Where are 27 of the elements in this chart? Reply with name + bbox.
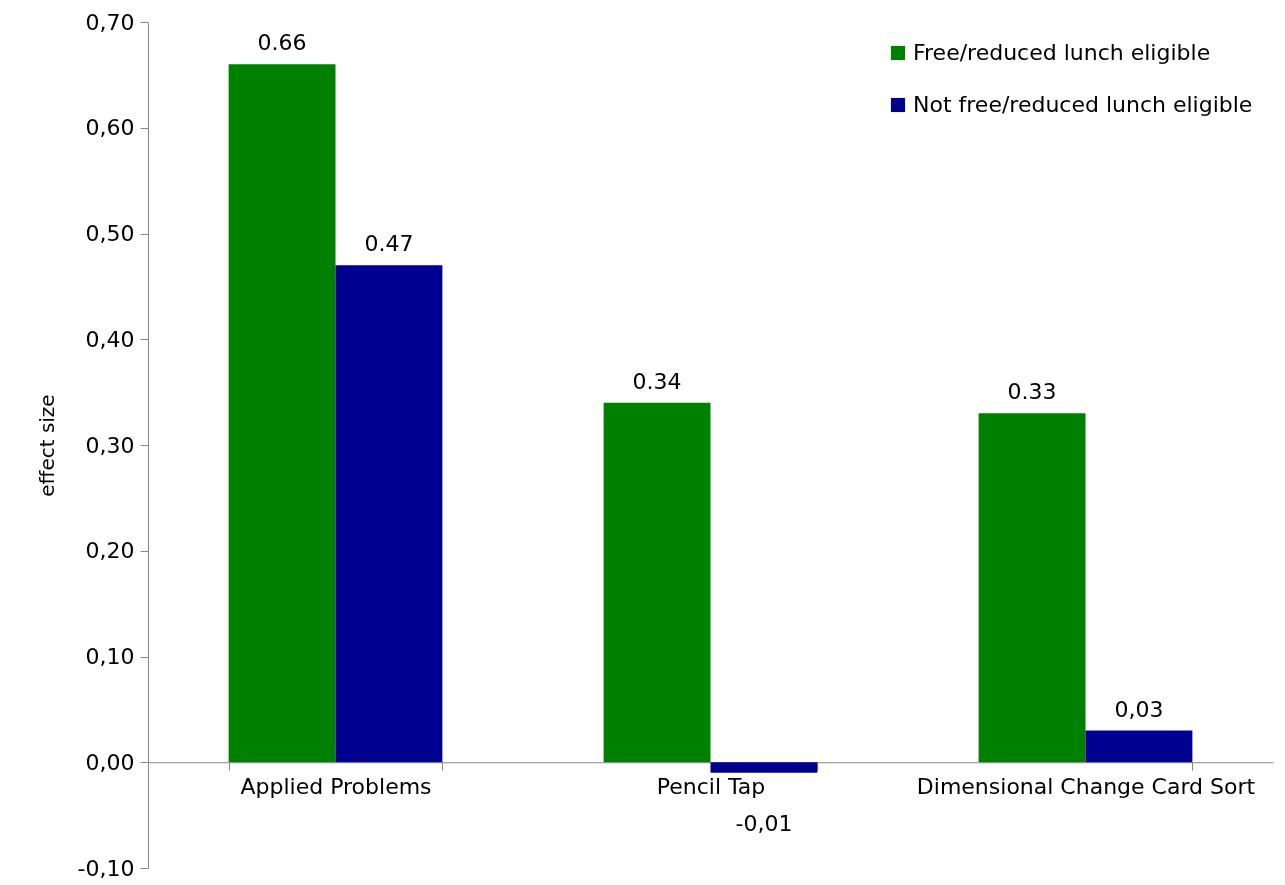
y-tick-label: 0,30 xyxy=(85,432,135,458)
legend-label: Free/reduced lunch eligible xyxy=(913,40,1211,65)
bar xyxy=(335,265,443,763)
y-axis-title: effect size xyxy=(34,394,59,497)
y-tick-label: 0,00 xyxy=(85,749,135,775)
y-tick-label: 0,40 xyxy=(85,326,135,352)
y-tick-label: 0,70 xyxy=(85,9,135,35)
data-label: 0,03 xyxy=(1114,696,1164,722)
bar xyxy=(978,413,1086,763)
data-label: 0.47 xyxy=(364,231,414,257)
y-tick-label: 0,10 xyxy=(85,644,135,669)
y-tick-label: 0,50 xyxy=(85,221,135,246)
x-tick-label: Applied Problems xyxy=(240,773,432,799)
data-label: 0.33 xyxy=(1007,379,1057,405)
y-tick-label: 0,60 xyxy=(85,115,135,141)
x-tick-label: Pencil Tap xyxy=(656,773,766,799)
y-tick-label: 0,20 xyxy=(85,538,135,564)
legend-label: Not free/reduced lunch eligible xyxy=(913,92,1253,117)
bar xyxy=(1085,730,1193,763)
bar xyxy=(603,402,711,763)
data-label: 0.66 xyxy=(257,30,307,56)
x-tick-label: Dimensional Change Card Sort xyxy=(916,773,1256,799)
data-label: -0,01 xyxy=(735,810,793,836)
data-label: 0.34 xyxy=(632,368,682,394)
bar xyxy=(710,762,818,773)
bar xyxy=(228,64,336,763)
y-tick-label: -0,10 xyxy=(77,855,135,881)
